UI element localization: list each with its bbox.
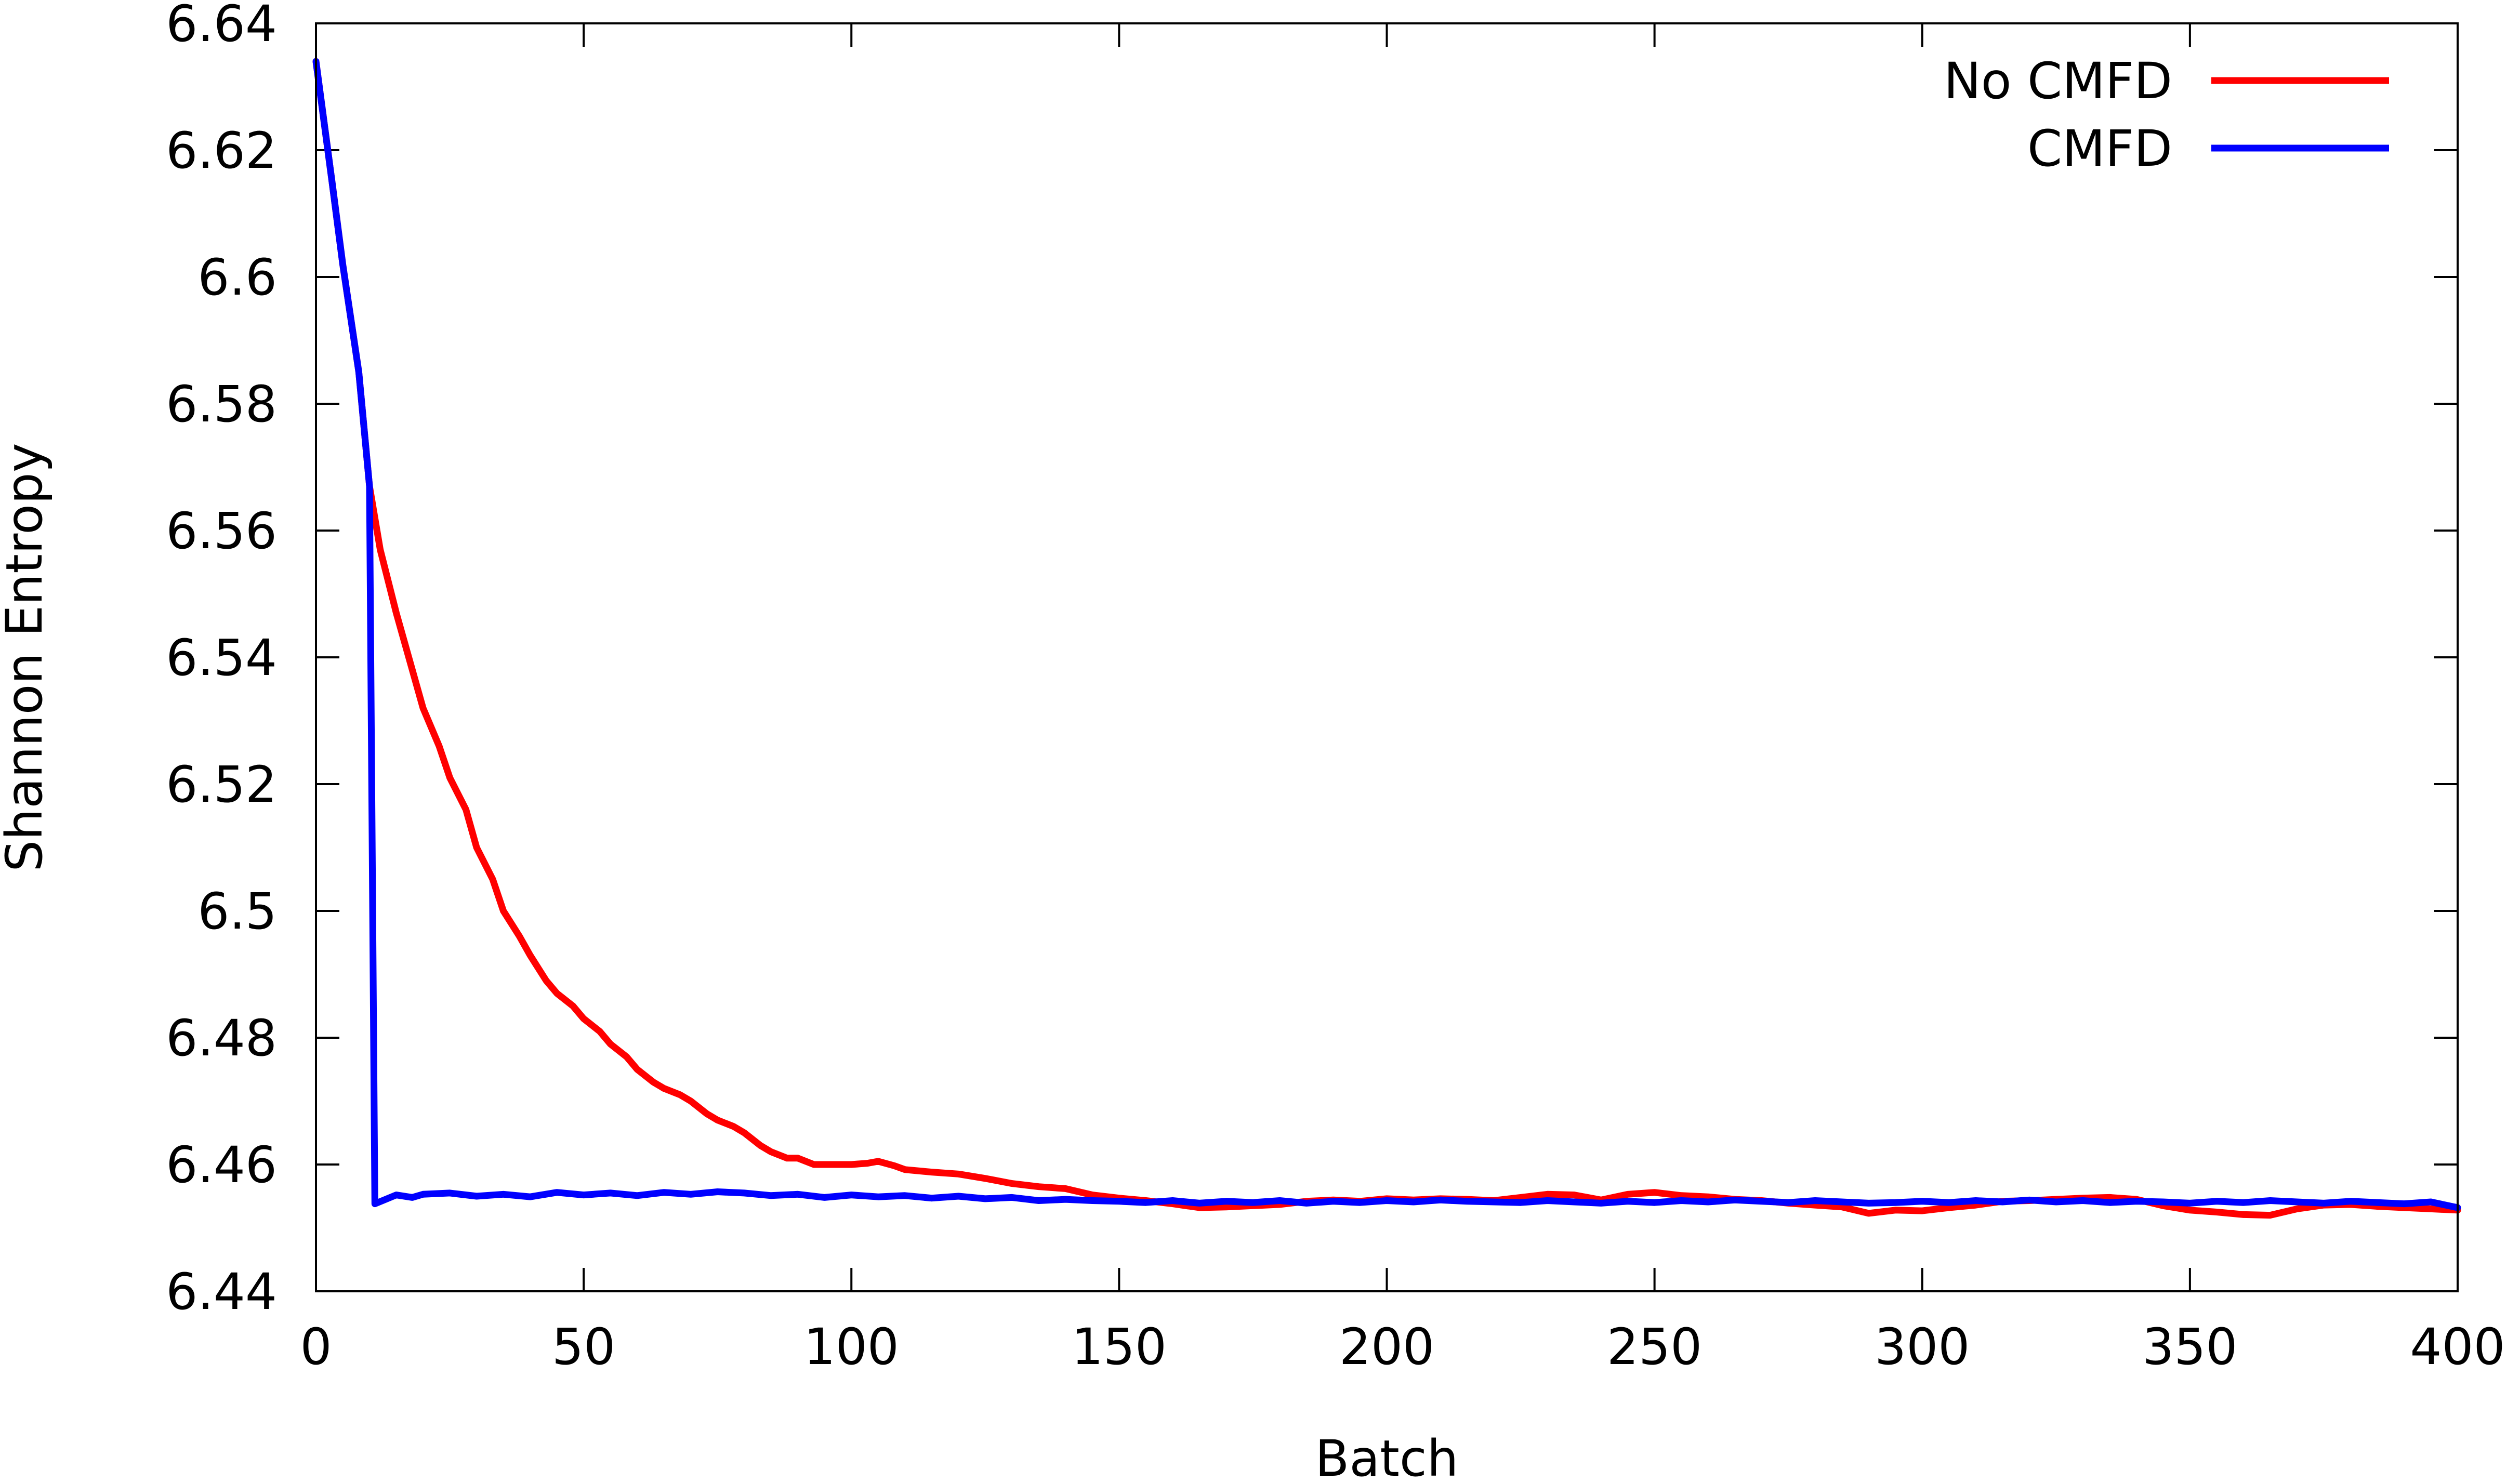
- series-line-cmfd: [312, 58, 2461, 1211]
- y-tick-label: 6.64: [166, 0, 277, 53]
- series-layer: [312, 58, 2461, 1219]
- legend: No CMFD CMFD: [1944, 52, 2389, 178]
- y-axis-title: Shannon Entropy: [0, 443, 54, 871]
- x-tick-label: 150: [1072, 1318, 1167, 1376]
- x-tick-label: 50: [552, 1318, 615, 1376]
- y-tick-label: 6.56: [166, 502, 277, 560]
- x-tick-label: 400: [2410, 1318, 2505, 1376]
- y-tick-label: 6.44: [166, 1263, 277, 1321]
- y-tick-label: 6.52: [166, 756, 277, 814]
- plot-frame: [315, 22, 2459, 1292]
- x-tick-label: 100: [804, 1318, 899, 1376]
- x-tick-label: 250: [1607, 1318, 1702, 1376]
- legend-label: CMFD: [2027, 120, 2172, 178]
- x-axis-title: Batch: [1315, 1430, 1459, 1482]
- y-tick-label: 6.5: [197, 882, 277, 941]
- y-tick-label: 6.6: [197, 248, 277, 307]
- x-tick-label: 350: [2142, 1318, 2237, 1376]
- tick-labels: 0 50 100 150 200 250 300 350 4006.446.466.486.56…: [166, 0, 2505, 1376]
- y-tick-label: 6.48: [166, 1009, 277, 1067]
- y-tick-label: 6.62: [166, 122, 277, 180]
- legend-label: No CMFD: [1944, 52, 2172, 110]
- y-tick-label: 6.46: [166, 1136, 277, 1194]
- x-tick-label: 300: [1875, 1318, 1970, 1376]
- x-tick-label: 200: [1339, 1318, 1434, 1376]
- y-tick-label: 6.58: [166, 375, 277, 433]
- y-tick-label: 6.54: [166, 629, 277, 687]
- x-tick-label: 0: [300, 1318, 332, 1376]
